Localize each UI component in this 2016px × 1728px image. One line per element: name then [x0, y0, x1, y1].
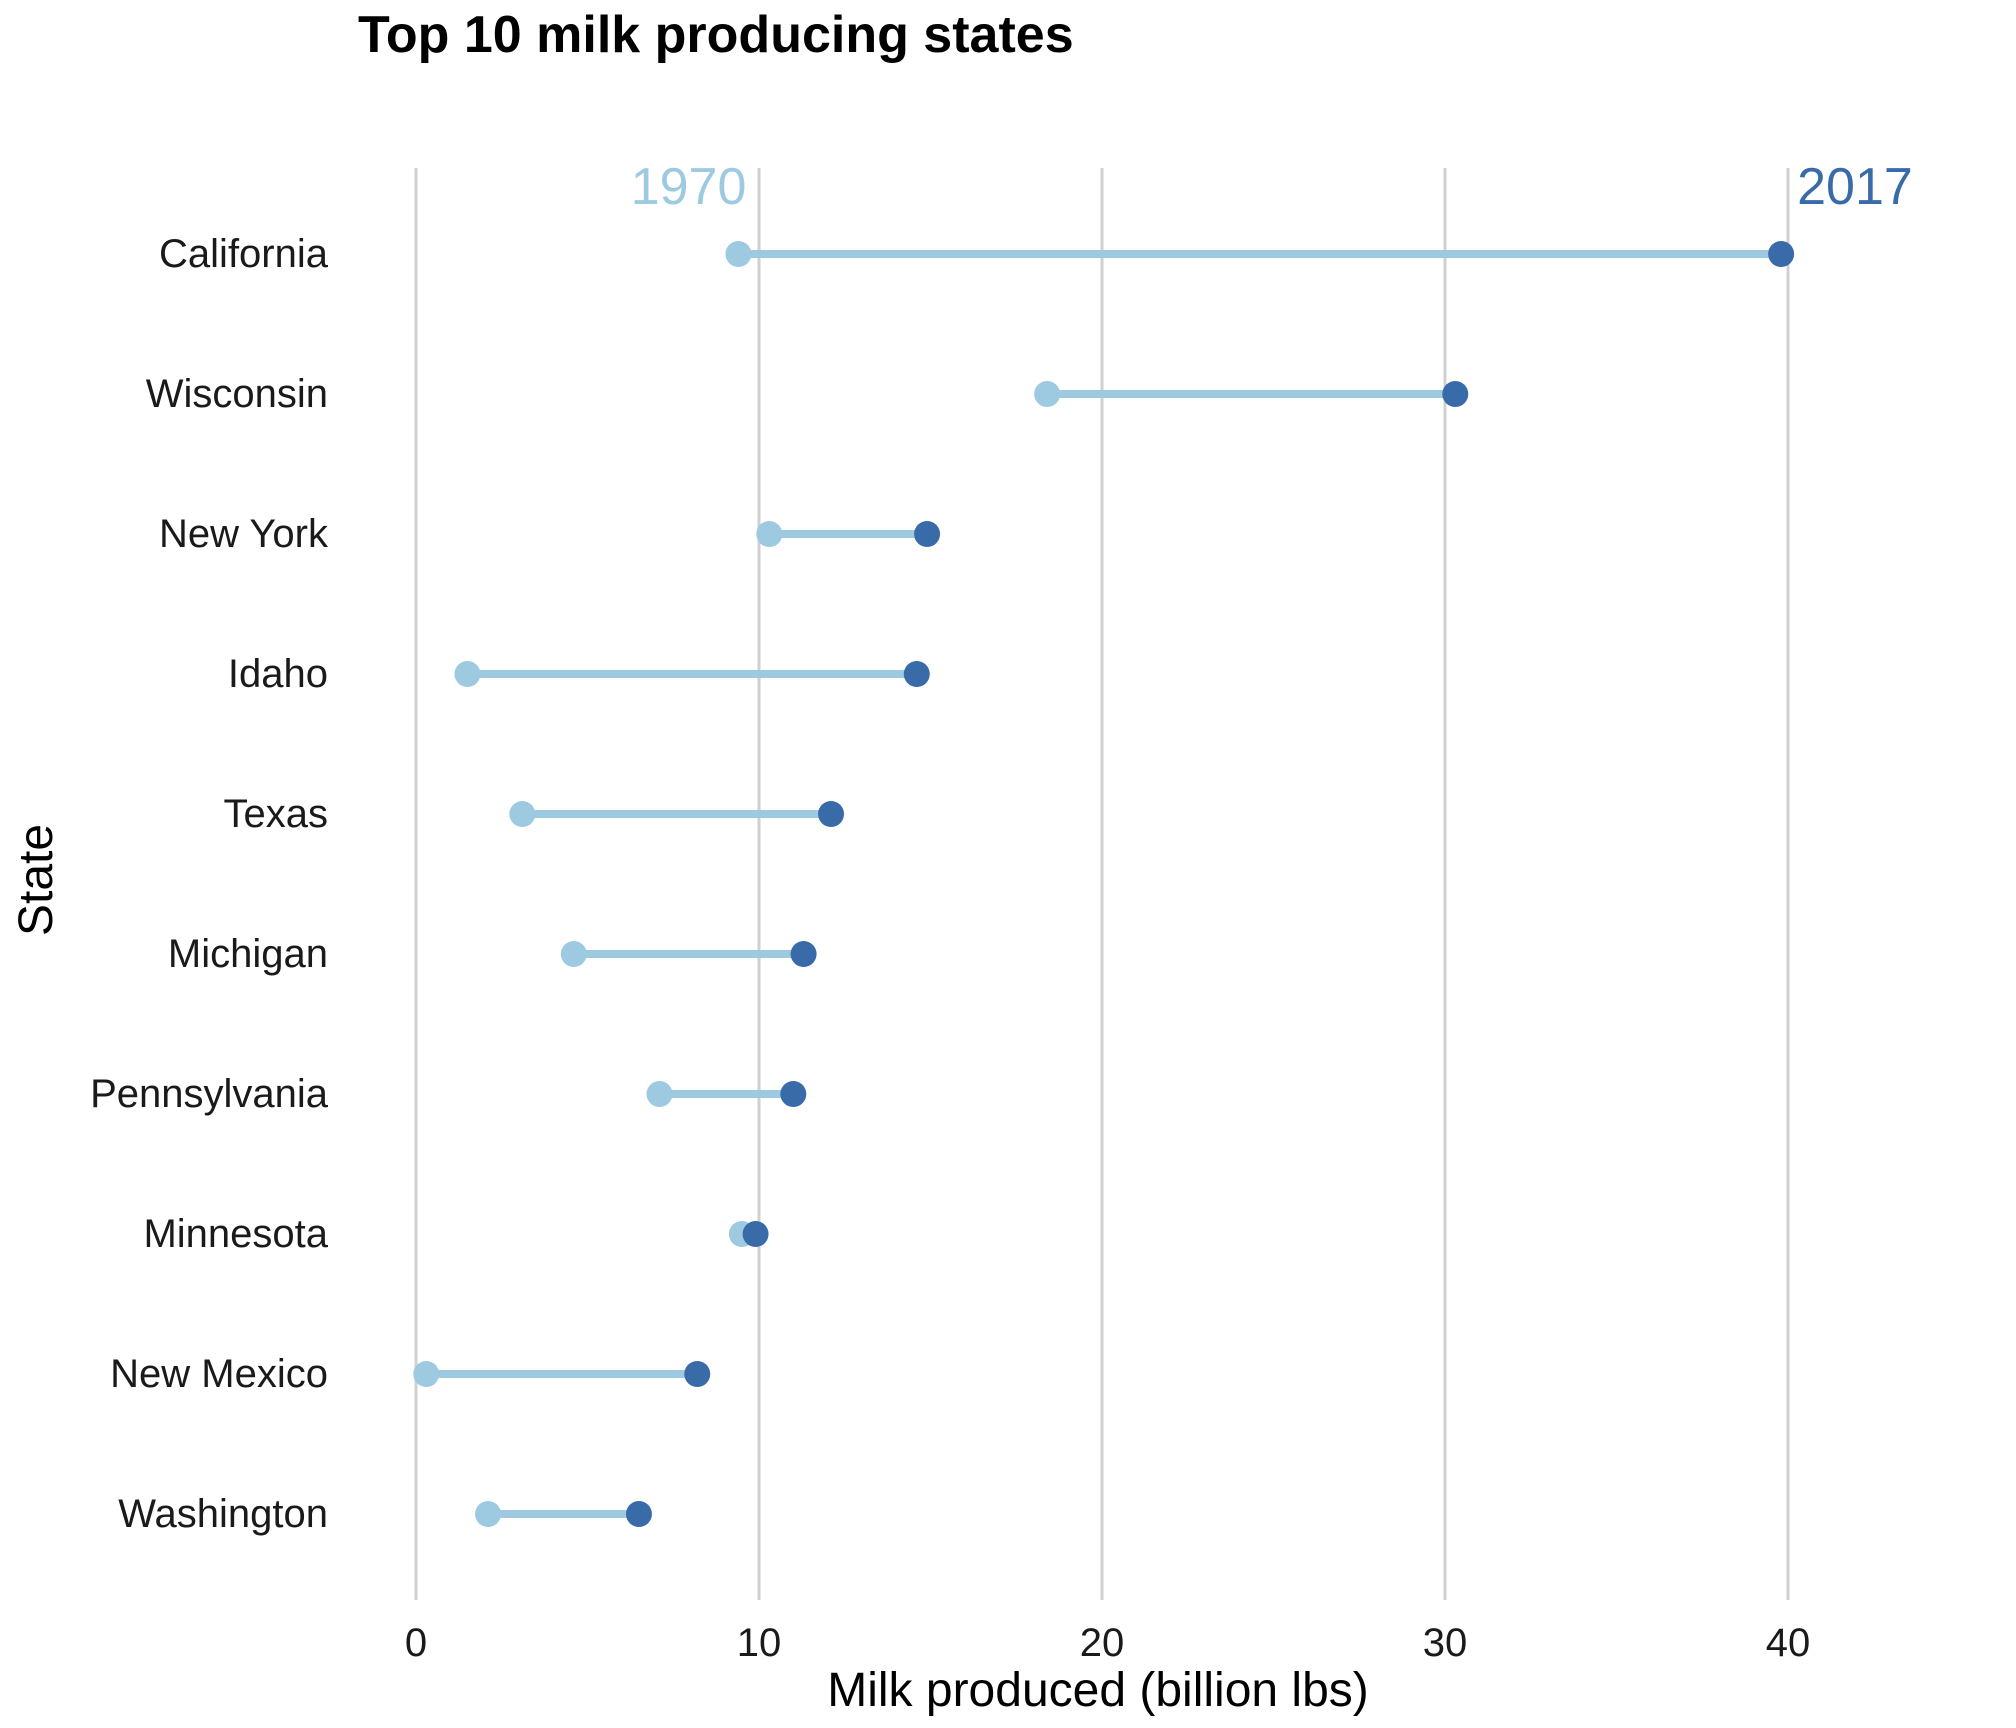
series-labels: 1970 2017: [631, 158, 1913, 216]
point-2017-new-mexico: [684, 1361, 711, 1387]
x-axis-title: Milk produced (billion lbs): [827, 1664, 1369, 1717]
data-points: [413, 241, 1795, 1527]
grid-lines: [414, 168, 1790, 1600]
point-2017-california: [1768, 241, 1795, 267]
y-tick-label-new-mexico: New Mexico: [110, 1352, 328, 1396]
point-1970-idaho: [454, 661, 481, 687]
y-tick-label-wisconsin: Wisconsin: [146, 372, 328, 416]
chart-title: Top 10 milk producing states: [358, 6, 1074, 64]
y-tick-label-california: California: [159, 232, 329, 276]
x-tick-label-0: 0: [405, 1621, 427, 1665]
y-tick-label-idaho: Idaho: [228, 652, 328, 696]
series-label-2017: 2017: [1797, 158, 1913, 216]
y-tick-label-minnesota: Minnesota: [143, 1212, 328, 1256]
y-tick-label-pennsylvania: Pennsylvania: [90, 1072, 329, 1116]
x-tick-label-20: 20: [1080, 1621, 1125, 1665]
point-2017-texas: [818, 801, 845, 827]
dumbbell-segments: [426, 250, 1782, 1518]
x-tick-label-30: 30: [1423, 1621, 1468, 1665]
y-tick-label-michigan: Michigan: [168, 932, 328, 976]
point-1970-michigan: [560, 941, 587, 967]
y-tick-label-texas: Texas: [224, 792, 329, 836]
point-2017-minnesota: [742, 1221, 769, 1247]
point-2017-pennsylvania: [780, 1081, 807, 1107]
point-1970-wisconsin: [1034, 381, 1061, 407]
point-2017-wisconsin: [1442, 381, 1469, 407]
y-tick-labels: California Wisconsin New York Idaho Texas Mic…: [90, 232, 329, 1536]
x-tick-label-10: 10: [737, 1621, 782, 1665]
point-2017-michigan: [790, 941, 817, 967]
series-label-1970: 1970: [631, 158, 747, 216]
y-tick-label-washington: Washington: [118, 1492, 328, 1536]
y-axis-title: State: [10, 824, 63, 936]
point-1970-new-mexico: [413, 1361, 440, 1387]
point-2017-washington: [625, 1501, 652, 1527]
y-tick-label-new-york: New York: [159, 512, 329, 556]
point-2017-new-york: [914, 521, 941, 547]
point-1970-washington: [475, 1501, 502, 1527]
x-tick-label-40: 40: [1766, 1621, 1811, 1665]
point-1970-new-york: [756, 521, 783, 547]
point-1970-california: [725, 241, 752, 267]
point-1970-texas: [509, 801, 536, 827]
point-2017-idaho: [903, 661, 930, 687]
point-1970-pennsylvania: [646, 1081, 673, 1107]
x-tick-labels: 0 10 20 30 40: [405, 1621, 1810, 1665]
